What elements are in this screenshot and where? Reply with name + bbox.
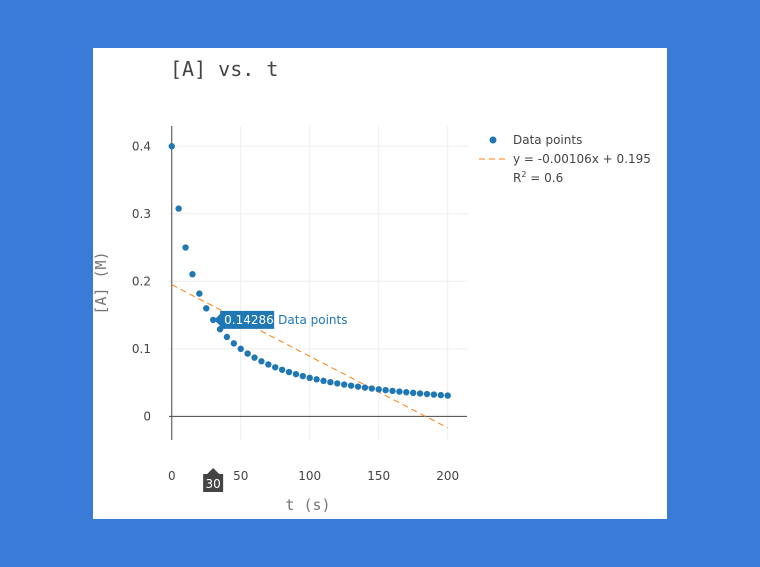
- y-gridlines: [169, 145, 467, 350]
- data-point: [444, 392, 451, 399]
- data-point: [334, 380, 341, 387]
- legend-r2-value: = 0.6: [526, 171, 563, 185]
- hover-series-label: Data points: [278, 313, 347, 327]
- y-tick-label: 0: [143, 409, 151, 423]
- data-point: [230, 340, 238, 347]
- legend[interactable]: Data points y = -0.00106x + 0.195 R2 = 0…: [479, 133, 651, 185]
- data-point: [182, 244, 189, 251]
- data-point: [196, 290, 203, 297]
- data-point: [313, 376, 320, 383]
- legend-r2-label: R2 = 0.6: [513, 170, 563, 185]
- hover-value-box: [214, 310, 275, 329]
- hover-value-label: 0.14286: [224, 313, 274, 327]
- data-point: [278, 366, 286, 373]
- data-point: [189, 271, 196, 278]
- legend-points-marker: [489, 136, 497, 144]
- data-point: [237, 345, 244, 353]
- legend-fit-label: y = -0.00106x + 0.195: [513, 152, 651, 166]
- data-point: [327, 378, 334, 386]
- data-point: [403, 389, 410, 396]
- data-point: [430, 391, 438, 398]
- data-point: [409, 389, 417, 397]
- y-tick-label: 0.1: [132, 342, 151, 356]
- x-tick-label: 100: [298, 469, 321, 483]
- chart-panel: [A] vs. t 0 50 100 150 200 0 0.1 0.2 0.3 0.4 t (…: [93, 48, 667, 519]
- data-point: [168, 143, 175, 150]
- data-point: [361, 384, 369, 391]
- data-point: [209, 316, 217, 324]
- data-point: [347, 382, 355, 389]
- data-point: [175, 205, 182, 212]
- data-point: [416, 390, 424, 397]
- y-tick-label: 0.4: [132, 139, 151, 153]
- data-point: [292, 370, 300, 378]
- hover-x-box: [203, 468, 224, 492]
- data-point: [396, 388, 403, 395]
- axes: [169, 126, 467, 440]
- chart-title: [A] vs. t: [170, 57, 278, 81]
- x-tick-labels: 0 50 100 150 200: [168, 469, 459, 483]
- data-point: [251, 354, 258, 361]
- data-point: [244, 350, 251, 357]
- data-point: [320, 377, 327, 385]
- x-tick-label: 150: [367, 469, 390, 483]
- data-point: [299, 372, 307, 380]
- data-point: [285, 368, 293, 376]
- hover-tooltip: 0.14286 Data points 30: [203, 310, 347, 492]
- data-point: [382, 386, 389, 394]
- x-tick-label: 0: [168, 469, 176, 483]
- legend-r2-superscript: 2: [521, 170, 526, 179]
- data-point: [354, 383, 362, 390]
- x-axis-title: t (s): [285, 496, 330, 514]
- legend-r2-letter: R: [513, 171, 521, 185]
- data-point: [265, 361, 272, 368]
- data-point: [203, 305, 210, 312]
- y-tick-label: 0.2: [132, 274, 151, 288]
- x-tick-label: 200: [436, 469, 459, 483]
- data-point: [258, 358, 265, 365]
- data-points-layer: [168, 143, 451, 399]
- x-tick-label: 50: [233, 469, 248, 483]
- data-point: [375, 386, 382, 393]
- chart-svg: [A] vs. t 0 50 100 150 200 0 0.1 0.2 0.3 0.4 t (…: [93, 57, 651, 514]
- fit-line-layer: [171, 284, 448, 429]
- fit-line: [171, 284, 448, 429]
- data-point: [341, 381, 348, 388]
- data-point: [437, 391, 444, 399]
- data-point: [389, 387, 396, 395]
- data-point: [368, 385, 376, 392]
- hover-x-label: 30: [206, 477, 221, 491]
- y-tick-label: 0.3: [132, 207, 151, 221]
- y-axis-title: [A] (M): [93, 251, 110, 314]
- legend-points-label: Data points: [513, 133, 582, 147]
- data-point: [423, 390, 431, 398]
- y-tick-labels: 0 0.1 0.2 0.3 0.4: [132, 139, 151, 423]
- x-gridlines: [240, 126, 449, 440]
- data-point: [306, 374, 313, 382]
- data-point: [272, 364, 279, 371]
- data-point: [223, 333, 231, 341]
